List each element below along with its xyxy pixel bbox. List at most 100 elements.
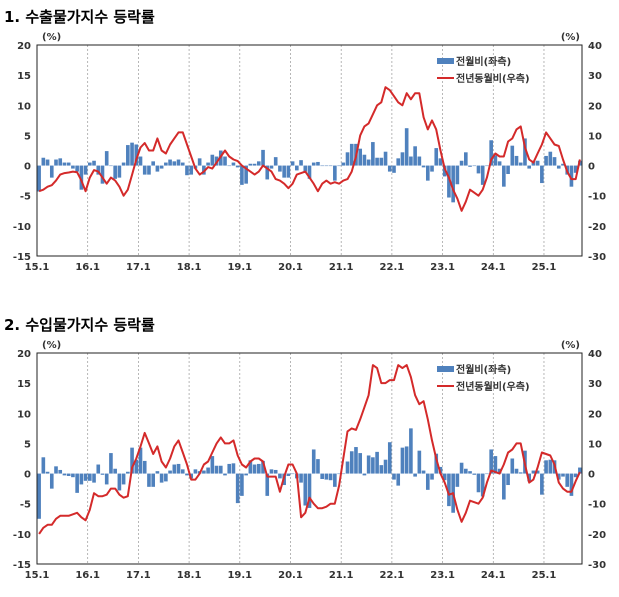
bar: [256, 463, 261, 474]
y-right-tick-label: 0: [588, 162, 595, 173]
y-right-tick-label: 20: [588, 101, 602, 112]
bar: [227, 165, 232, 167]
bar: [506, 165, 510, 175]
chart-1-title: 1. 수출물가지수 등락률: [4, 8, 155, 26]
bar: [556, 165, 561, 169]
x-tick-label: 15.1: [25, 570, 50, 581]
bar: [168, 470, 172, 474]
bar: [62, 473, 67, 476]
bar: [45, 471, 50, 474]
bar: [573, 165, 578, 173]
bar: [92, 473, 96, 483]
x-tick-label: 18.1: [177, 570, 202, 581]
bar: [256, 161, 261, 166]
bar: [468, 165, 472, 167]
bar: [83, 473, 88, 481]
bar: [261, 460, 265, 474]
bar: [92, 160, 96, 166]
bar: [269, 469, 274, 474]
bar: [138, 156, 143, 166]
bar: [425, 473, 430, 490]
bar: [147, 473, 151, 487]
bar: [328, 165, 333, 167]
bar: [252, 464, 257, 474]
bar: [413, 146, 417, 166]
bar: [316, 161, 320, 166]
bar: [159, 165, 164, 169]
bar: [464, 152, 468, 166]
bar: [349, 143, 354, 166]
bar: [151, 473, 155, 487]
bar: [438, 158, 443, 166]
bar: [362, 154, 367, 166]
bar: [518, 162, 523, 166]
x-tick-label: 21.1: [329, 262, 354, 273]
x-tick-label: 19.1: [227, 570, 252, 581]
x-tick-label: 24.1: [481, 262, 506, 273]
legend-line-label: 전년동월비(우측): [456, 72, 530, 85]
y-right-tick-label: 40: [588, 41, 602, 52]
bar: [202, 470, 206, 474]
x-tick-label: 17.1: [126, 262, 151, 273]
bar: [552, 157, 557, 166]
bar: [273, 469, 278, 474]
y-left-tick-label: 15: [17, 71, 31, 82]
x-tick-label: 23.1: [430, 570, 455, 581]
bar: [223, 156, 227, 166]
x-tick-label: 17.1: [126, 570, 151, 581]
bar: [227, 463, 232, 474]
bar: [375, 157, 379, 166]
bar: [218, 465, 223, 474]
bar: [434, 453, 439, 474]
bar: [58, 469, 63, 474]
bar: [442, 473, 447, 481]
bar: [400, 447, 405, 474]
bar: [404, 128, 409, 166]
bar: [286, 165, 291, 178]
bar: [518, 472, 523, 474]
bar: [544, 460, 548, 474]
plot-frame: [36, 44, 583, 257]
bar: [155, 471, 160, 474]
bar: [49, 165, 54, 178]
bar: [366, 159, 371, 166]
bar: [164, 162, 168, 166]
bar: [421, 470, 426, 474]
bar: [535, 470, 540, 474]
bar: [113, 165, 117, 179]
bar: [510, 145, 515, 166]
bar: [548, 459, 553, 474]
bar: [121, 162, 126, 166]
bar: [485, 165, 489, 167]
y-left-tick-label: 15: [17, 379, 31, 390]
bar: [134, 144, 139, 166]
bar: [493, 456, 498, 474]
y-right-tick-label: -10: [588, 500, 606, 511]
x-tick-label: 22.1: [380, 262, 405, 273]
yoy-line: [38, 364, 581, 535]
bar: [109, 165, 113, 167]
bar: [273, 157, 278, 166]
bar: [459, 160, 464, 166]
bar: [413, 473, 417, 477]
bar: [269, 165, 274, 169]
y-right-unit: (%): [561, 32, 580, 43]
bar: [286, 473, 291, 476]
bar: [151, 161, 155, 166]
bar: [244, 165, 248, 184]
bar: [417, 450, 422, 474]
bar: [41, 457, 46, 474]
x-tick-label: 18.1: [177, 262, 202, 273]
x-tick-label: 22.1: [380, 570, 405, 581]
bar: [37, 473, 41, 519]
bar: [104, 151, 109, 166]
y-left-tick-label: -15: [13, 560, 31, 571]
bar: [66, 162, 71, 166]
bar: [79, 165, 84, 190]
bar: [366, 455, 371, 474]
bar: [358, 453, 363, 474]
bar: [341, 473, 346, 475]
bar: [387, 165, 392, 172]
bar: [396, 158, 401, 166]
y-left-unit: (%): [42, 340, 61, 351]
